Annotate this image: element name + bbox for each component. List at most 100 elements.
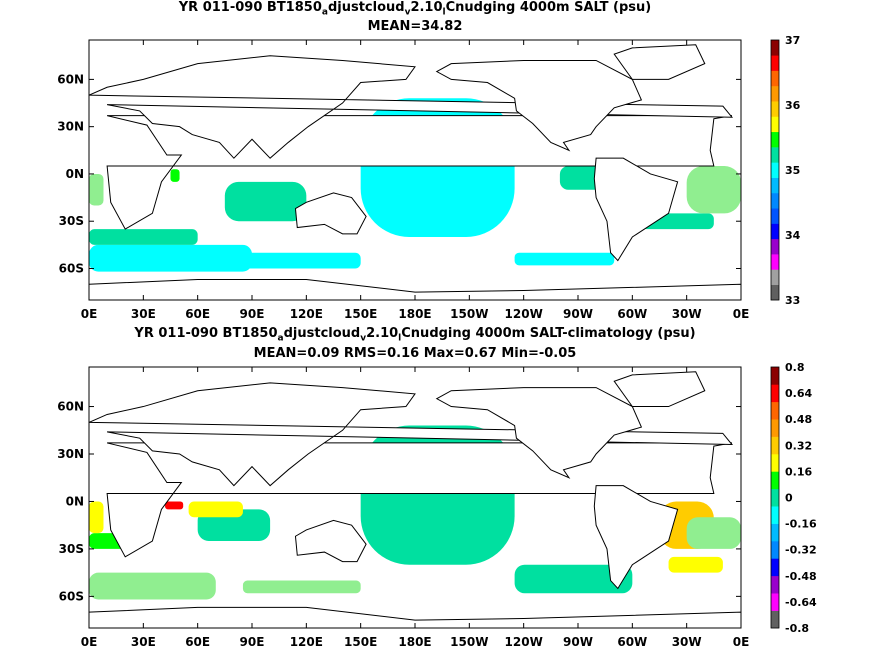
x-tick-label: 90W <box>563 635 593 649</box>
colorbar-frame <box>770 39 780 301</box>
salinity-region <box>686 166 741 214</box>
colorbar-segment <box>771 223 779 240</box>
x-tick-label: 90E <box>240 307 265 321</box>
colorbar-segment <box>771 506 779 524</box>
colorbar-tick-label: 37 <box>785 34 800 47</box>
x-tick-label: 150W <box>450 307 488 321</box>
colorbar-tick-label: -0.32 <box>785 544 817 557</box>
salinity-region <box>668 556 723 573</box>
top-map-mean: MEAN=34.82 <box>367 19 463 34</box>
colorbar-frame <box>770 366 780 629</box>
y-tick-label: 0N <box>66 167 84 181</box>
colorbar-segment <box>771 177 779 194</box>
bottom-map-title: YR 011-090 BT1850adjustcloudv2.10lCnudgi… <box>134 326 696 344</box>
coastline <box>593 157 679 262</box>
coastline <box>89 606 741 628</box>
salinity-region <box>224 181 307 222</box>
colorbar-tick-label: 34 <box>785 229 801 242</box>
y-tick-label: 0N <box>66 494 84 508</box>
salinity-region <box>89 244 252 272</box>
colorbar-segment <box>771 70 779 87</box>
coastline <box>89 279 741 300</box>
colorbar-tick-label: 0.8 <box>785 361 805 374</box>
x-tick-label: 60W <box>617 307 647 321</box>
colorbar-tick-label: 36 <box>785 99 801 112</box>
coastline <box>435 59 643 152</box>
salinity-region <box>170 169 180 182</box>
y-tick-label: 30N <box>57 120 84 134</box>
x-tick-label: 0E <box>81 635 98 649</box>
x-tick-label: 120W <box>505 635 543 649</box>
colorbar-tick-label: 35 <box>785 164 800 177</box>
colorbar-tick-label: -0.8 <box>785 622 809 635</box>
x-tick-label: 120E <box>290 635 323 649</box>
x-tick-label: 30W <box>672 635 702 649</box>
y-tick-label: 30S <box>59 214 84 228</box>
colorbar-tick-label: 0.64 <box>785 387 812 400</box>
y-tick-label: 60N <box>57 400 84 414</box>
x-tick-label: 60E <box>185 307 210 321</box>
colorbar-segment <box>771 384 779 403</box>
colorbar-segment <box>771 131 779 148</box>
x-tick-label: 120W <box>505 307 543 321</box>
x-tick-label: 150W <box>450 635 488 649</box>
colorbar-segment <box>771 436 779 455</box>
x-tick-label: 120E <box>290 307 323 321</box>
colorbar-segment <box>771 208 779 224</box>
coastline <box>294 519 367 563</box>
x-tick-label: 0E <box>733 307 750 321</box>
salinity-region <box>165 501 184 510</box>
coastline <box>89 55 734 159</box>
salinity-region <box>89 173 104 206</box>
coastline <box>89 382 734 487</box>
x-tick-label: 150E <box>344 307 377 321</box>
colorbar-segment <box>771 471 779 490</box>
coastline <box>613 371 706 408</box>
colorbar-segment <box>771 284 779 301</box>
y-tick-label: 30S <box>59 542 84 556</box>
colorbar-tick-label: -0.48 <box>785 570 817 583</box>
x-tick-label: 60W <box>617 635 647 649</box>
salinity-region <box>89 229 198 245</box>
x-tick-label: 30E <box>131 307 156 321</box>
top-map-title: YR 011-090 BT1850adjustcloudv2.10lCnudgi… <box>178 0 652 18</box>
coastline <box>435 387 643 479</box>
x-tick-label: 150E <box>344 635 377 649</box>
colorbar-tick-label: -0.16 <box>785 518 817 531</box>
colorbar-segment <box>771 162 779 178</box>
salinity-region <box>188 501 243 518</box>
x-tick-label: 180E <box>398 635 431 649</box>
x-tick-label: 0E <box>733 635 750 649</box>
colorbar-segment <box>771 593 779 611</box>
colorbar-segment <box>771 55 779 71</box>
salinity-region <box>89 572 216 600</box>
colorbar-segment <box>771 488 779 507</box>
salinity-region <box>242 580 361 594</box>
colorbar-segment <box>771 419 779 437</box>
colorbar-segment <box>771 40 779 56</box>
x-tick-label: 180E <box>398 307 431 321</box>
colorbar-segment <box>771 401 779 420</box>
colorbar-segment <box>771 610 779 629</box>
colorbar-tick-label: 0.32 <box>785 439 812 452</box>
y-tick-label: 60S <box>59 261 84 275</box>
colorbar-tick-label: 0 <box>785 492 793 505</box>
colorbar-segment <box>771 254 779 270</box>
colorbar-segment <box>771 192 779 209</box>
colorbar-tick-label: 33 <box>785 294 800 307</box>
colorbar-segment <box>771 575 779 594</box>
x-tick-label: 30E <box>131 635 156 649</box>
colorbar-segment <box>771 454 779 472</box>
colorbar-segment <box>771 541 779 559</box>
salinity-region <box>686 517 741 549</box>
salinity-region <box>514 252 615 266</box>
colorbar-segment <box>771 101 779 117</box>
coastline <box>613 44 706 80</box>
x-tick-label: 60E <box>185 635 210 649</box>
colorbar-segment <box>771 558 779 577</box>
map-panel-1: 0E 30E 60E 90E 120E 150E 180E 150W 120W 90W 60W 30W… <box>57 34 800 321</box>
bottom-map-stats: MEAN=0.09 RMS=0.16 Max=0.67 Min=-0.05 <box>253 346 577 361</box>
x-tick-label: 30W <box>672 307 702 321</box>
salinity-region <box>514 564 633 594</box>
